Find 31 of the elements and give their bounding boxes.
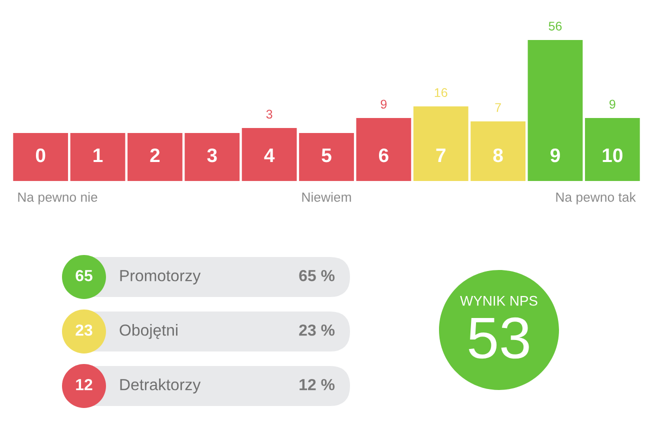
x-tick-label: 2 (150, 148, 160, 162)
category-label: Promotorzy (120, 270, 201, 284)
data-label: 23 (76, 324, 92, 336)
x-tick-label: 4 (264, 148, 275, 162)
x-tick-label: 1 (94, 148, 103, 162)
x-tick-label: 6 (378, 148, 388, 162)
x-tick-label: 9 (550, 148, 560, 162)
data-label: 56 (548, 22, 562, 31)
data-label: 7 (495, 103, 501, 112)
text: 65 % (299, 270, 335, 282)
data-label: 53 (468, 317, 529, 359)
data-label: 65 (76, 270, 92, 282)
x-tick-label: 8 (493, 148, 503, 162)
data-label: 9 (380, 100, 387, 109)
data-label: 3 (266, 110, 272, 119)
text: 12 % (300, 378, 335, 390)
x-tick-label: 5 (322, 148, 332, 162)
data-label: 9 (610, 100, 616, 109)
x-tick-label: 3 (207, 148, 217, 162)
data-label: 16 (434, 88, 448, 98)
text: Na pewno tak (556, 192, 636, 204)
text: 23 % (299, 324, 335, 336)
data-label: 12 (76, 378, 92, 390)
category-label: Detraktorzy (120, 378, 201, 394)
x-tick-label: 7 (436, 148, 446, 162)
x-tick-label: 0 (36, 148, 46, 162)
text: Niewiem (302, 192, 351, 202)
category-label: Obojętni (120, 324, 178, 339)
text: Na pewno nie (18, 192, 98, 204)
x-tick-label: 10 (602, 148, 622, 162)
text: WYNIK NPS (460, 296, 538, 306)
